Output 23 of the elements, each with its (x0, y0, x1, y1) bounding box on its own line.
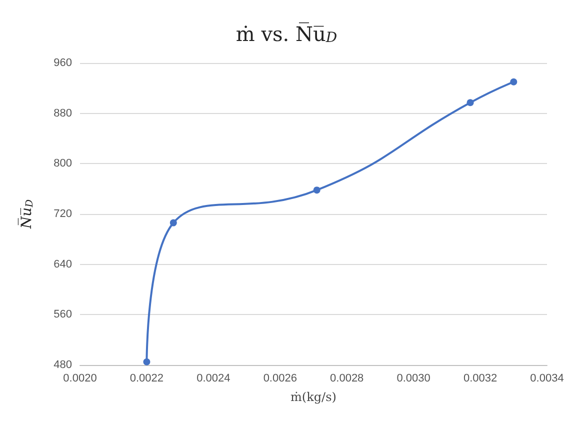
point (170, 219, 177, 226)
x-tick-label: 0.0024 (196, 372, 230, 384)
y-tick-label: 720 (54, 208, 72, 220)
point (143, 358, 150, 366)
x-tick-label: 0.0028 (330, 372, 364, 384)
y-tick-label: 560 (54, 308, 72, 321)
x-tick-label: 0.0020 (63, 372, 97, 384)
point (313, 186, 320, 194)
point (466, 99, 474, 106)
x-tick-label: 0.0026 (263, 372, 297, 384)
y-axis-title: N̅u̅D (18, 199, 36, 230)
x-tick-label: 0.0022 (130, 372, 164, 384)
x-axis-title: ṁ(kg/s) (290, 390, 336, 404)
y-tick-label: 480 (54, 359, 72, 371)
y-tick-label: 800 (54, 158, 72, 170)
y-tick-label: 640 (54, 258, 72, 270)
chart-title: ṁ vs. N̅u̅D (236, 21, 338, 46)
x-tick-label: 0.0034 (530, 372, 564, 384)
x-tick-label: 0.0030 (396, 372, 430, 384)
point (510, 78, 518, 86)
x-tick-label: 0.0032 (463, 372, 498, 384)
y-tick-label: 960 (54, 57, 72, 69)
y-tick-label: 880 (54, 107, 72, 120)
